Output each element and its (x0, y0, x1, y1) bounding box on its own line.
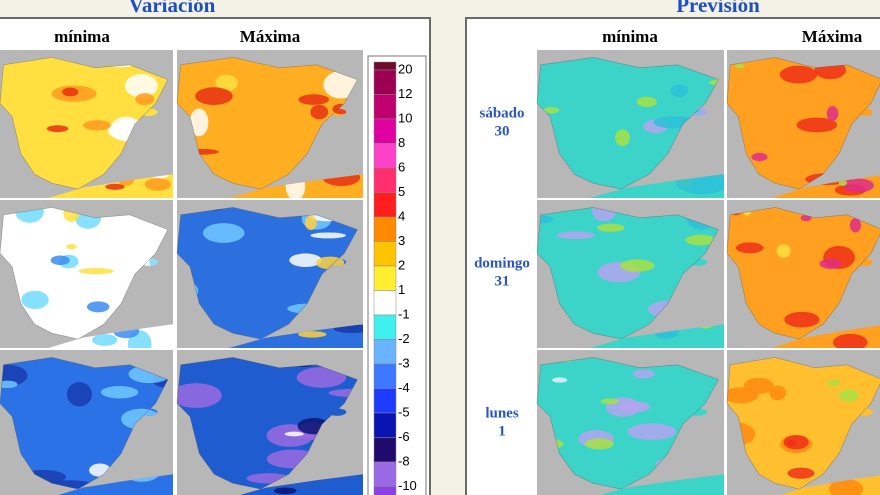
panel-title: Previsión (676, 0, 760, 17)
legend-label: -4 (398, 380, 410, 395)
legend-swatch (373, 412, 397, 438)
legend-swatch (373, 314, 397, 340)
column-header: mínima (54, 27, 110, 46)
legend-label: 3 (398, 233, 405, 248)
row-label: 1 (498, 423, 506, 439)
legend-label: 12 (398, 86, 412, 101)
row-label: 31 (495, 273, 510, 289)
legend-swatch (373, 241, 397, 267)
legend-label: 20 (398, 61, 412, 76)
weather-map (726, 200, 880, 348)
weather-map (176, 350, 363, 495)
legend-label: 5 (398, 184, 405, 199)
legend-swatch (373, 61, 397, 71)
legend-swatch (373, 290, 397, 316)
weather-map (176, 200, 363, 348)
weather-map (536, 200, 724, 348)
weather-map (176, 50, 363, 198)
weather-map (0, 50, 173, 198)
legend-label: -5 (398, 404, 410, 419)
row-labels: sábado 30 domingo 31 lunes 1 (474, 105, 530, 439)
legend-swatch (373, 437, 397, 463)
legend-label: -2 (398, 331, 410, 346)
legend-label: -8 (398, 453, 410, 468)
legend-swatch (373, 69, 397, 95)
panel-title: Variación (129, 0, 216, 17)
legend-swatch (373, 363, 397, 389)
column-header: Máxima (240, 27, 301, 46)
column-header: Máxima (802, 27, 863, 46)
legend-swatch (373, 461, 397, 487)
legend-swatch (373, 339, 397, 365)
weather-map (0, 200, 173, 348)
legend-swatch (373, 216, 397, 242)
legend-label: 4 (398, 208, 405, 223)
row-label: sábado (479, 105, 524, 121)
legend-swatch (373, 118, 397, 144)
column-header: mínima (602, 27, 658, 46)
legend: 20 12 10 8 6 5 4 3 2 1 -1 -2 -3 -4 -5 -6 -8 -10 (367, 55, 427, 495)
legend-swatch (373, 192, 397, 218)
legend-label: 8 (398, 135, 405, 150)
row-label: domingo (474, 255, 530, 271)
legend-label: 1 (398, 282, 405, 297)
legend-label: 6 (398, 159, 405, 174)
legend-label: -10 (398, 478, 417, 493)
legend-label: -3 (398, 355, 410, 370)
legend-label: -6 (398, 429, 410, 444)
legend-label: -1 (398, 306, 410, 321)
legend-swatch (373, 143, 397, 169)
row-label: lunes (485, 405, 519, 421)
legend-label: 10 (398, 110, 412, 125)
legend-swatch (373, 94, 397, 120)
legend-swatch (373, 486, 397, 495)
legend-swatch (373, 388, 397, 414)
weather-map (0, 350, 173, 495)
legend-label: 2 (398, 257, 405, 272)
legend-swatch (373, 265, 397, 291)
legend-swatch (373, 167, 397, 193)
weather-map (726, 350, 880, 495)
weather-map (726, 50, 880, 198)
weather-map (536, 350, 724, 495)
row-label: 30 (495, 123, 510, 139)
maps (0, 50, 880, 495)
weather-map (536, 50, 724, 198)
